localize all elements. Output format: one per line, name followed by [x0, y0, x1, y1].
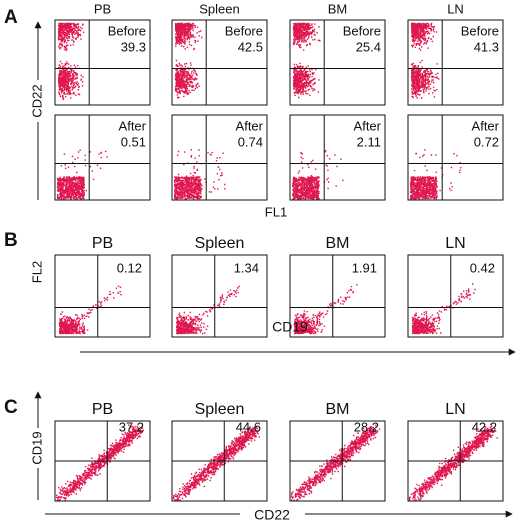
quadrant-value: 0.12 — [117, 260, 142, 275]
column-header: Spleen — [195, 401, 245, 418]
plot-frame — [289, 114, 386, 201]
row-title: After — [354, 118, 382, 133]
quadrant-value: 37.2 — [119, 419, 144, 434]
axis-label: FL1 — [265, 204, 287, 219]
column-header: LN — [447, 1, 464, 16]
plot-frame — [171, 254, 268, 338]
dot-cloud — [57, 22, 85, 101]
quadrant-value: 0.51 — [121, 134, 146, 149]
axis-label: CD19 — [272, 319, 308, 335]
column-header: Spleen — [195, 235, 245, 252]
quadrant-value: 0.72 — [474, 134, 499, 149]
column-header: BM — [326, 401, 350, 418]
quadrant-value: 2.11 — [357, 134, 381, 149]
dot-cloud — [175, 285, 240, 335]
axis-label-bg — [28, 428, 48, 468]
column-header: BM — [328, 1, 348, 16]
dot-cloud — [56, 149, 108, 200]
axis-label: CD19 — [29, 431, 44, 464]
plot-frame — [54, 254, 151, 338]
row-title: After — [236, 118, 264, 133]
dot-cloud — [290, 424, 381, 501]
plot-frame — [171, 19, 268, 106]
quadrant-value: 42.5 — [238, 39, 263, 54]
dot-cloud — [411, 283, 476, 335]
quadrant-value: 0.74 — [238, 134, 263, 149]
plot-frame — [289, 254, 386, 338]
plot-frame — [407, 114, 504, 201]
row-title: Before — [225, 23, 263, 38]
quadrant-value: 44.6 — [236, 419, 261, 434]
dot-cloud — [408, 423, 498, 501]
dot-cloud — [173, 149, 226, 200]
quadrant-value: 28.2 — [354, 419, 379, 434]
quadrant-value: 39.3 — [121, 39, 146, 54]
quadrant-value: 42.2 — [472, 419, 497, 434]
dot-cloud — [56, 424, 144, 501]
axis-label-bg — [28, 80, 48, 122]
dot-cloud — [58, 285, 122, 335]
dot-cloud — [293, 284, 358, 335]
plot-frame — [171, 114, 268, 201]
dot-cloud — [172, 425, 261, 501]
row-title: After — [472, 118, 500, 133]
axis-label: CD22 — [29, 84, 44, 117]
column-header: Spleen — [199, 1, 239, 16]
dot-cloud — [292, 149, 344, 200]
column-header: LN — [445, 401, 465, 418]
axis-label: FL2 — [29, 261, 44, 283]
row-title: Before — [343, 23, 381, 38]
quadrant-value: 0.42 — [470, 260, 495, 275]
quadrant-value: 25.4 — [356, 39, 381, 54]
column-header: PB — [92, 235, 113, 252]
plot-frame — [407, 254, 504, 338]
column-header: PB — [92, 401, 113, 418]
plot-frame — [407, 19, 504, 106]
column-header: PB — [94, 1, 111, 16]
plot-frame — [289, 19, 386, 106]
dot-cloud — [292, 22, 321, 99]
panel-label: B — [4, 230, 18, 251]
dot-cloud — [174, 22, 203, 99]
plot-frame — [54, 114, 151, 201]
quadrant-value: 1.34 — [234, 260, 259, 275]
quadrant-value: 41.3 — [474, 39, 499, 54]
row-title: Before — [461, 23, 499, 38]
panel-label: A — [4, 7, 18, 28]
row-title: After — [119, 118, 147, 133]
plot-frame — [54, 19, 151, 106]
quadrant-value: 1.91 — [352, 260, 377, 275]
axis-label: CD22 — [254, 507, 290, 523]
panel-label: C — [4, 397, 18, 418]
dot-cloud — [410, 22, 440, 99]
row-title: Before — [108, 23, 146, 38]
dot-cloud — [409, 149, 462, 200]
column-header: BM — [326, 235, 350, 252]
column-header: LN — [445, 235, 465, 252]
